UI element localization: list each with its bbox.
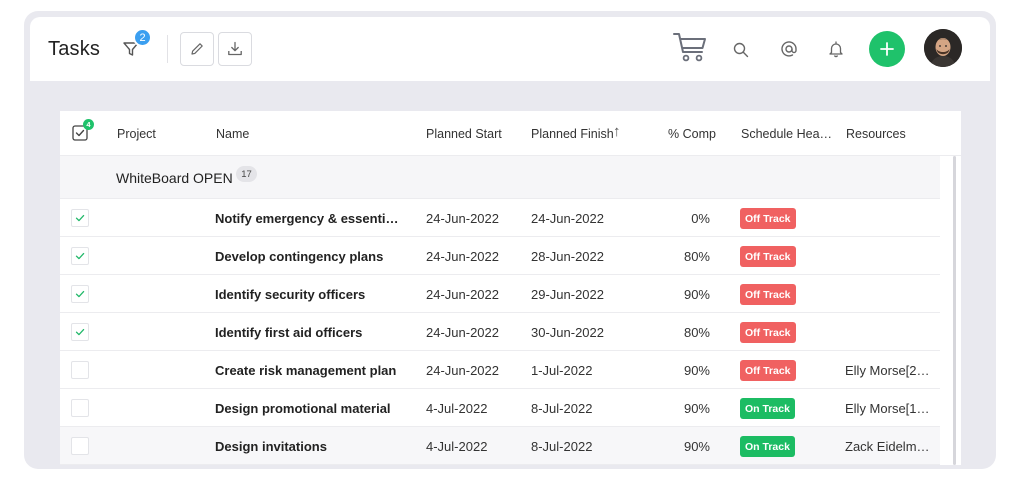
add-button[interactable] bbox=[869, 31, 905, 67]
planned-start: 24-Jun-2022 bbox=[426, 287, 499, 302]
planned-finish: 28-Jun-2022 bbox=[531, 249, 604, 264]
checkmark-icon bbox=[75, 328, 85, 336]
percent-complete: 90% bbox=[683, 363, 710, 378]
checkbox-checked-icon bbox=[72, 125, 88, 141]
checkmark-icon bbox=[75, 214, 85, 222]
table-row[interactable]: Identify security officers 24-Jun-2022 29-… bbox=[60, 275, 940, 313]
task-name[interactable]: Identify first aid officers bbox=[215, 325, 363, 340]
column-header-schedule-health[interactable]: Schedule Hea… bbox=[741, 127, 833, 141]
column-header-project[interactable]: Project bbox=[117, 127, 156, 141]
search-icon bbox=[733, 42, 749, 58]
table-row[interactable]: Identify first aid officers 24-Jun-2022 30… bbox=[60, 313, 940, 351]
table-row[interactable]: Create risk management plan 24-Jun-2022 1-… bbox=[60, 351, 940, 389]
task-table: 4 Project Name Planned Start Planned Fin… bbox=[60, 111, 961, 465]
task-name[interactable]: Notify emergency & essential … bbox=[215, 211, 405, 226]
percent-complete: 90% bbox=[683, 439, 710, 454]
task-name[interactable]: Develop contingency plans bbox=[215, 249, 384, 264]
column-header-planned-start[interactable]: Planned Start bbox=[426, 127, 502, 141]
download-button[interactable] bbox=[218, 32, 252, 66]
column-header-resources[interactable]: Resources bbox=[846, 127, 906, 141]
task-name[interactable]: Create risk management plan bbox=[215, 363, 397, 378]
edit-button[interactable] bbox=[180, 32, 214, 66]
page-title: Tasks bbox=[48, 38, 101, 60]
percent-complete: 80% bbox=[683, 249, 710, 264]
percent-complete: 90% bbox=[683, 401, 710, 416]
planned-start: 24-Jun-2022 bbox=[426, 363, 499, 378]
pencil-icon bbox=[191, 43, 203, 55]
row-checkbox[interactable] bbox=[71, 399, 89, 417]
resources: Elly Morse[1… bbox=[845, 401, 930, 416]
planned-start: 24-Jun-2022 bbox=[426, 249, 499, 264]
percent-complete: 80% bbox=[683, 325, 710, 340]
select-all-checkbox[interactable] bbox=[72, 125, 88, 141]
selected-count-badge: 4 bbox=[83, 119, 94, 130]
plus-icon bbox=[880, 42, 894, 56]
sort-ascending-icon[interactable]: ↑ bbox=[613, 123, 621, 140]
cart-icon bbox=[673, 33, 706, 62]
cart-button[interactable] bbox=[670, 30, 710, 64]
planned-finish: 8-Jul-2022 bbox=[531, 439, 593, 454]
planned-start: 4-Jul-2022 bbox=[426, 439, 488, 454]
planned-finish: 30-Jun-2022 bbox=[531, 325, 604, 340]
schedule-health-badge: Off Track bbox=[740, 322, 796, 343]
planned-finish: 29-Jun-2022 bbox=[531, 287, 604, 302]
column-header-percent-complete[interactable]: % Comp bbox=[668, 127, 716, 141]
notifications-button[interactable] bbox=[825, 38, 847, 60]
toolbar-divider bbox=[167, 35, 168, 63]
bell-icon bbox=[829, 41, 843, 58]
planned-start: 24-Jun-2022 bbox=[426, 211, 499, 226]
schedule-health-badge: On Track bbox=[740, 398, 795, 419]
checkmark-icon bbox=[75, 252, 85, 260]
table-header: 4 Project Name Planned Start Planned Fin… bbox=[60, 111, 961, 156]
checkmark-icon bbox=[75, 290, 85, 298]
schedule-health-badge: Off Track bbox=[740, 360, 796, 381]
column-header-planned-finish[interactable]: Planned Finish bbox=[531, 127, 614, 141]
table-row[interactable]: Notify emergency & essential … 24-Jun-202… bbox=[60, 199, 940, 237]
percent-complete: 90% bbox=[683, 287, 710, 302]
mentions-button[interactable] bbox=[778, 38, 800, 60]
group-name: WhiteBoard OPEN bbox=[116, 170, 233, 186]
percent-complete: 0% bbox=[691, 211, 710, 226]
schedule-health-badge: Off Track bbox=[740, 208, 796, 229]
table-row[interactable]: Develop contingency plans 24-Jun-2022 28-J… bbox=[60, 237, 940, 275]
avatar-image bbox=[924, 29, 962, 67]
row-checkbox[interactable] bbox=[71, 247, 89, 265]
resources: Elly Morse[2… bbox=[845, 363, 930, 378]
row-checkbox[interactable] bbox=[71, 209, 89, 227]
download-icon bbox=[228, 41, 242, 56]
row-checkbox[interactable] bbox=[71, 361, 89, 379]
planned-finish: 24-Jun-2022 bbox=[531, 211, 604, 226]
schedule-health-badge: Off Track bbox=[740, 284, 796, 305]
row-checkbox[interactable] bbox=[71, 323, 89, 341]
task-name[interactable]: Design invitations bbox=[215, 439, 327, 454]
resources: Zack Eidelma… bbox=[845, 439, 933, 454]
row-checkbox[interactable] bbox=[71, 285, 89, 303]
search-button[interactable] bbox=[731, 40, 751, 60]
task-name[interactable]: Design promotional material bbox=[215, 401, 391, 416]
schedule-health-badge: On Track bbox=[740, 436, 795, 457]
filter-count-badge: 2 bbox=[133, 28, 152, 47]
planned-finish: 8-Jul-2022 bbox=[531, 401, 593, 416]
at-icon bbox=[781, 41, 797, 57]
vertical-scrollbar[interactable] bbox=[953, 156, 956, 465]
user-avatar[interactable] bbox=[924, 29, 962, 67]
planned-finish: 1-Jul-2022 bbox=[531, 363, 593, 378]
planned-start: 4-Jul-2022 bbox=[426, 401, 488, 416]
schedule-health-badge: Off Track bbox=[740, 246, 796, 267]
group-row[interactable]: WhiteBoard OPEN 17 bbox=[60, 156, 940, 199]
planned-start: 24-Jun-2022 bbox=[426, 325, 499, 340]
table-row[interactable]: Design promotional material 4-Jul-2022 8-J… bbox=[60, 389, 940, 427]
group-count-badge: 17 bbox=[236, 166, 257, 182]
task-name[interactable]: Identify security officers bbox=[215, 287, 366, 302]
table-row[interactable]: Design invitations 4-Jul-2022 8-Jul-2022 90… bbox=[60, 427, 940, 465]
column-header-name[interactable]: Name bbox=[216, 127, 250, 141]
row-checkbox[interactable] bbox=[71, 437, 89, 455]
